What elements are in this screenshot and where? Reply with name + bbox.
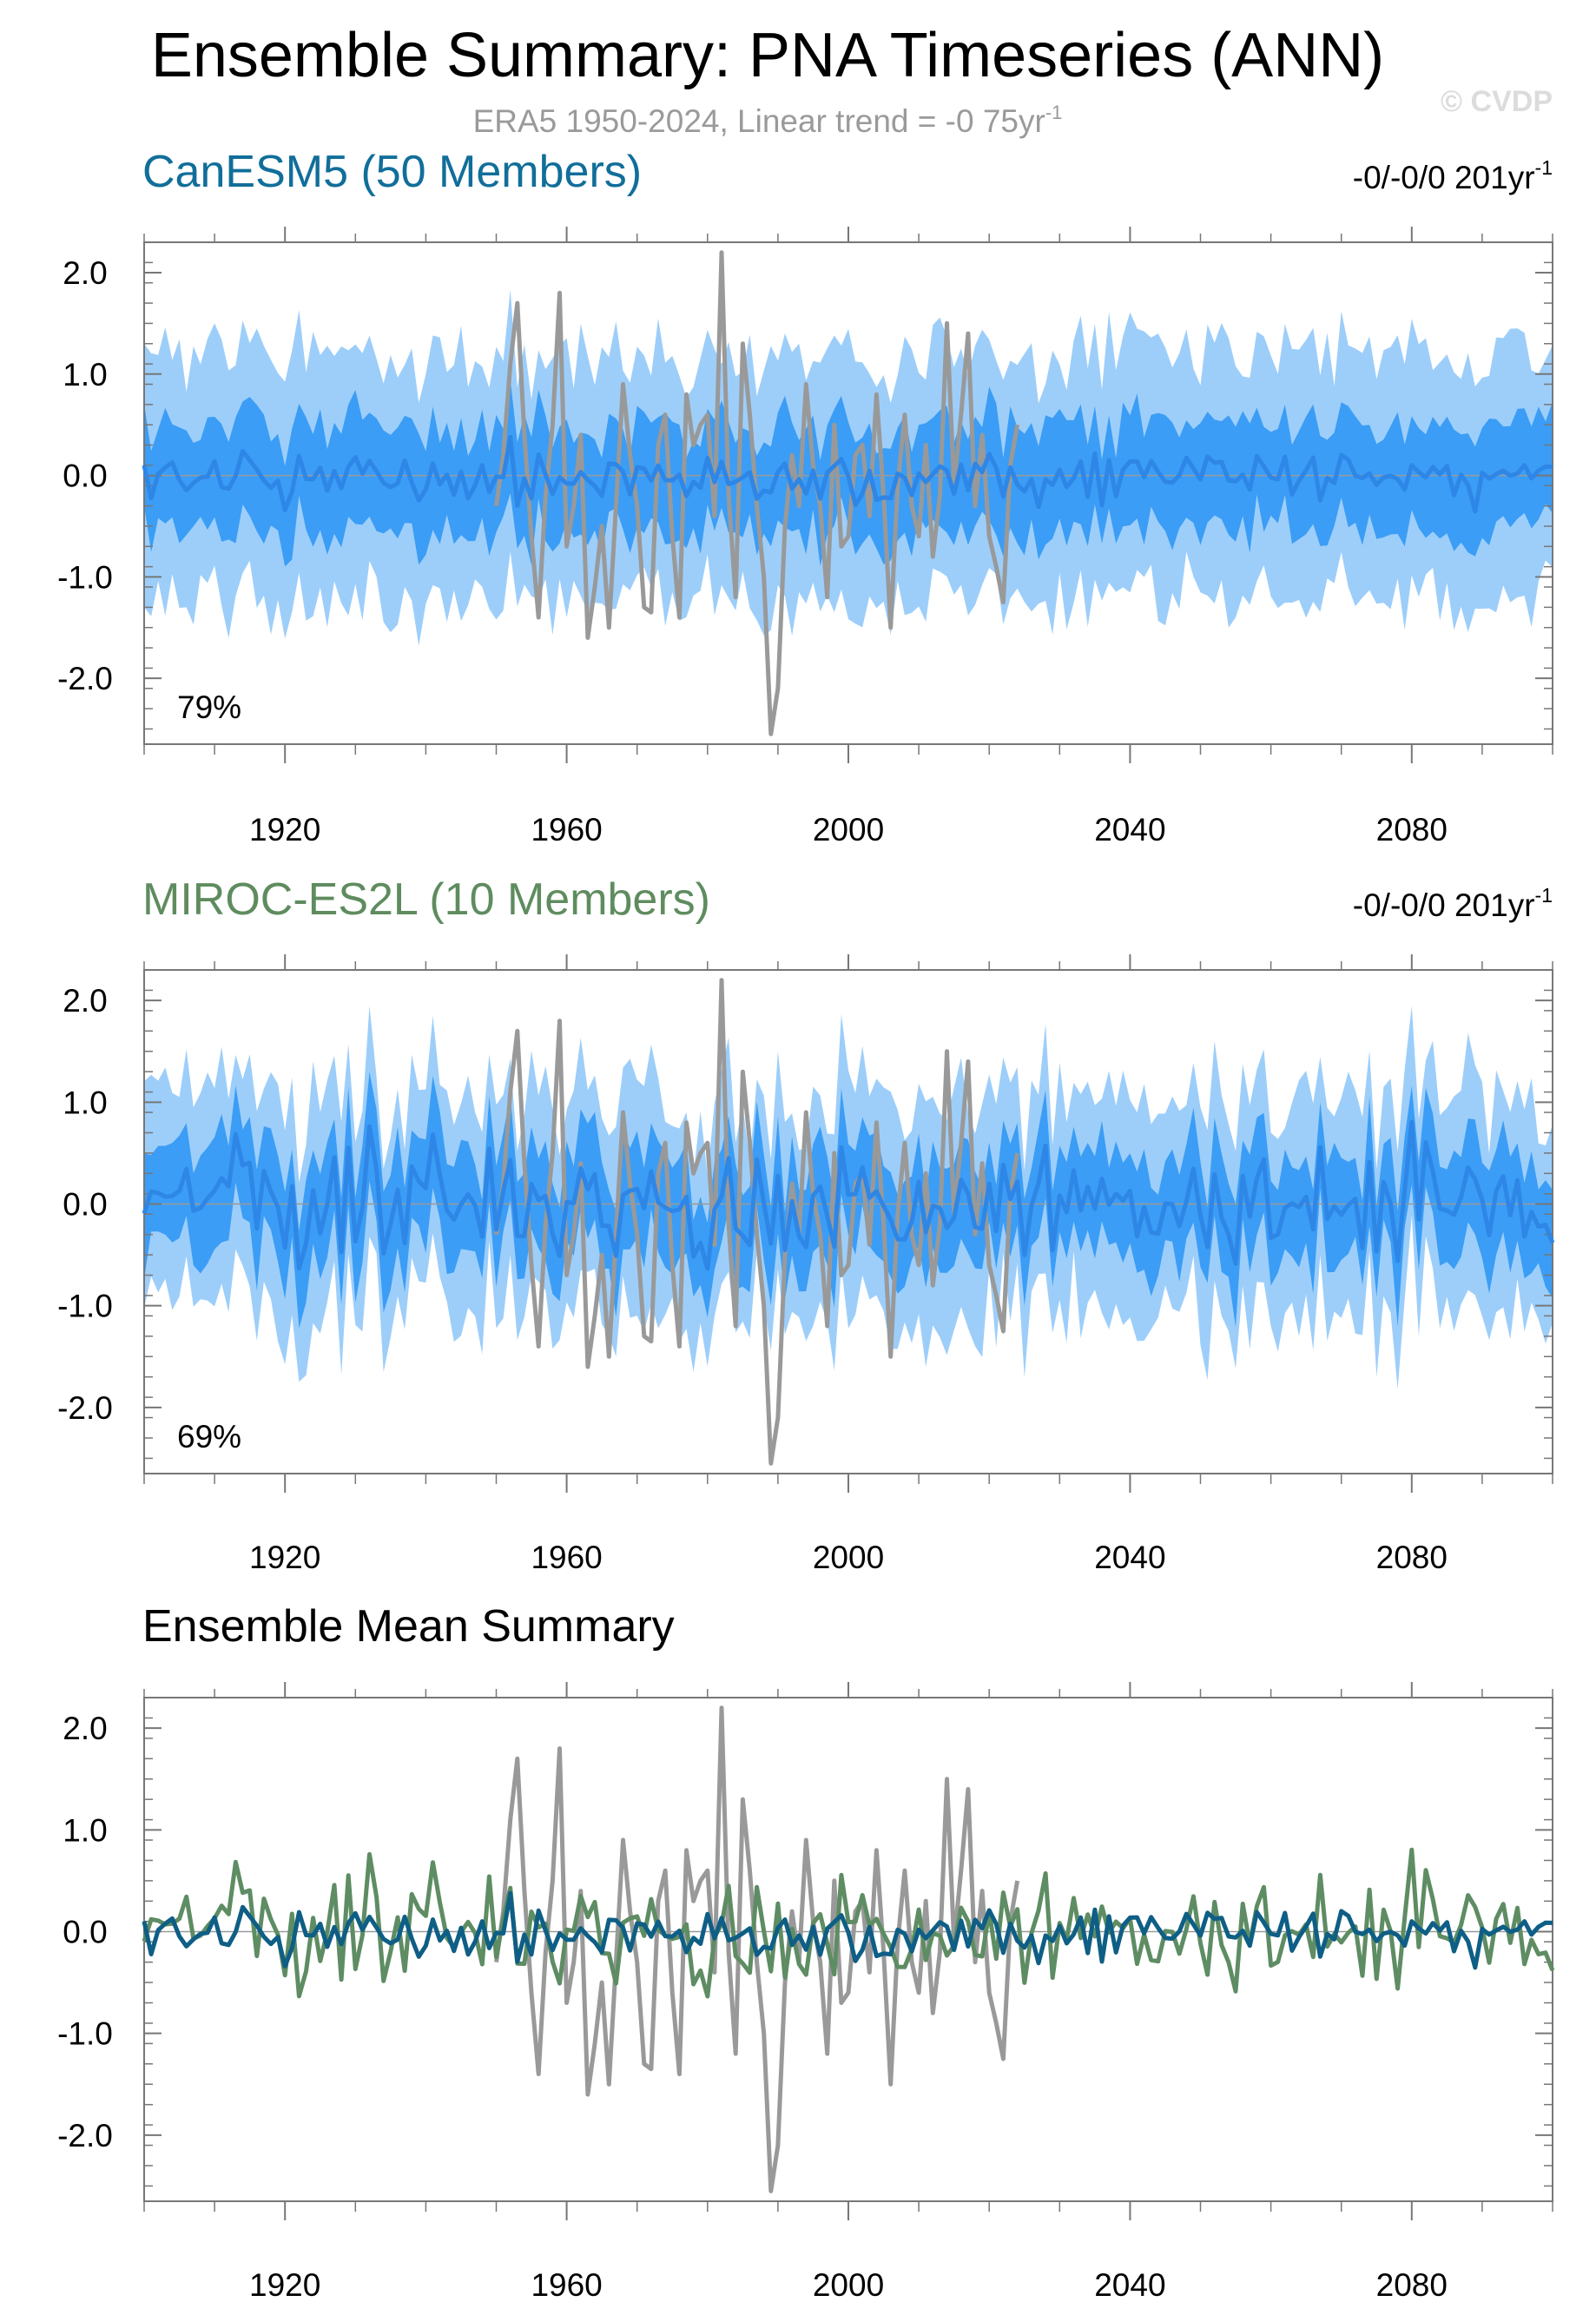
percent-label: 79% (177, 689, 241, 725)
y-tick-label: 2.0 (63, 983, 107, 1019)
trend-superscript: -1 (1535, 156, 1553, 179)
y-tick-label: 2.0 (63, 1711, 107, 1746)
x-tick-label: 1920 (249, 1540, 320, 1575)
x-tick-label: 2040 (1094, 2267, 1165, 2303)
trend-text: -0/-0/0 201yr (1353, 887, 1535, 923)
y-tick-label: -1.0 (57, 1289, 113, 1324)
trend-label: -0/-0/0 201yr-1 (1353, 156, 1553, 195)
subtitle-superscript: -1 (1045, 102, 1063, 123)
x-tick-label: 2080 (1376, 1540, 1448, 1575)
y-tick-label: 2.0 (63, 255, 107, 291)
x-tick-label: 2040 (1094, 1540, 1165, 1575)
trend-text: -0/-0/0 201yr (1353, 160, 1535, 195)
era5-observation-line (494, 978, 1020, 1466)
y-tick-label: 0.0 (63, 1186, 107, 1222)
x-tick-label: 2000 (813, 812, 884, 848)
ensemble-inner-spread (144, 1072, 1553, 1329)
subtitle-text: ERA5 1950-2024, Linear trend = -0 75yr (473, 103, 1045, 139)
miroc-es2l-mean-line (142, 1847, 1555, 1999)
panel-title: CanESM5 (50 Members) (142, 147, 642, 197)
y-tick-label: 1.0 (63, 1812, 107, 1848)
ensemble-mean-panel: 2.0 1.0 0.0 -1.0 -2.0 1920 1960 2000 2040 2080 Ens… (57, 1601, 1555, 2303)
miroc-es2l-panel: 2.0 1.0 0.0 -1.0 -2.0 1920 1960 2000 2040 2080 MIR… (57, 874, 1555, 1575)
y-tick-label: 0.0 (63, 1914, 107, 1949)
ensemble-mean-line (142, 1119, 1555, 1271)
trend-superscript: -1 (1535, 884, 1553, 907)
y-tick-label: 1.0 (63, 1085, 107, 1120)
x-tick-label: 1920 (249, 812, 320, 848)
figure-title: Ensemble Summary: PNA Timeseries (ANN) (151, 21, 1384, 90)
x-tick-label: 1960 (531, 1540, 602, 1575)
x-tick-label: 2000 (813, 1540, 884, 1575)
trend-label: -0/-0/0 201yr-1 (1353, 884, 1553, 923)
panel-title: MIROC-ES2L (10 Members) (142, 874, 710, 925)
x-tick-label: 1960 (531, 2267, 602, 2303)
ensemble-mean-line (142, 434, 1553, 514)
x-tick-label: 2080 (1376, 2267, 1448, 2303)
y-tick-label: -1.0 (57, 2016, 113, 2052)
x-tick-label: 1960 (531, 812, 602, 848)
percent-label: 69% (177, 1419, 241, 1454)
era5-observation-line (494, 250, 1020, 736)
era5-observation-line (494, 1705, 1020, 2193)
x-tick-label: 2000 (813, 2267, 884, 2303)
y-tick-label: 0.0 (63, 458, 107, 494)
y-tick-label: 1.0 (63, 357, 107, 392)
y-tick-label: -2.0 (57, 661, 113, 696)
panel-title: Ensemble Mean Summary (142, 1601, 675, 1652)
x-tick-label: 1920 (249, 2267, 320, 2303)
canesm5-panel: 2.0 1.0 0.0 -1.0 -2.0 1920 1960 2000 2040 2080 Can… (57, 147, 1553, 848)
y-tick-label: -2.0 (57, 2118, 113, 2153)
x-tick-label: 2080 (1376, 812, 1448, 848)
y-tick-label: -1.0 (57, 559, 113, 595)
canesm5-mean-line (142, 1890, 1553, 1970)
cvdp-watermark: © CVDP (1441, 85, 1553, 118)
figure-subtitle: ERA5 1950-2024, Linear trend = -0 75yr-1 (473, 102, 1063, 139)
x-tick-label: 2040 (1094, 812, 1165, 848)
y-tick-label: -2.0 (57, 1390, 113, 1426)
